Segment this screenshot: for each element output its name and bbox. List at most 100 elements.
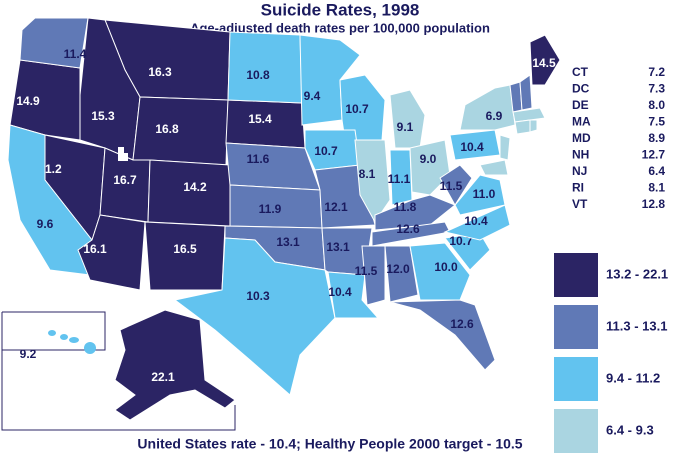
state — [519, 74, 533, 111]
rate-label: 11.5 — [440, 179, 463, 193]
rate-label: 12.6 — [450, 317, 474, 331]
state-abbr: NH — [572, 148, 589, 162]
state — [327, 271, 380, 319]
state-abbr: MD — [572, 131, 591, 145]
state-rate: 8.9 — [648, 131, 665, 145]
state-rate: 8.1 — [648, 181, 665, 195]
state — [439, 164, 473, 206]
state — [114, 309, 236, 421]
rate-label: 16.1 — [83, 242, 107, 256]
rate-label: 9.4 — [304, 89, 321, 103]
state — [19, 17, 89, 69]
title: Suicide Rates, 1998 — [261, 0, 420, 19]
state-rate: 8.0 — [648, 98, 665, 112]
inset-frame — [1, 311, 236, 431]
state-abbr: DE — [572, 98, 589, 112]
state — [512, 107, 546, 123]
state — [529, 34, 561, 86]
rate-label: 10.4 — [328, 285, 352, 299]
legend-swatch — [554, 357, 598, 401]
state-rate: 7.2 — [648, 65, 665, 79]
state — [389, 89, 426, 149]
state — [173, 237, 336, 396]
rate-label: 11.1 — [388, 172, 411, 186]
rate-label: 9.1 — [397, 120, 414, 134]
rate-label: 10.7 — [314, 144, 338, 158]
rate-label: 10.0 — [434, 260, 458, 274]
rate-label: 8.1 — [359, 167, 376, 181]
state — [459, 84, 516, 131]
legend: 13.2 - 22.1 11.3 - 13.1 9.4 - 11.2 6.4 - 9.… — [554, 253, 668, 453]
rate-label: 13.1 — [326, 240, 350, 254]
state — [454, 174, 506, 216]
legend-swatch — [554, 409, 598, 453]
island — [60, 334, 68, 340]
rate-label: 16.7 — [113, 173, 137, 187]
state-abbr: MA — [572, 115, 591, 129]
state-rate: 12.7 — [642, 148, 666, 162]
state — [499, 134, 511, 161]
legend-swatch — [554, 305, 598, 349]
state-rate: 7.5 — [648, 115, 665, 129]
rate-label: 11.6 — [247, 152, 270, 166]
insets — [1, 311, 236, 431]
state — [514, 119, 531, 135]
hawaii-islands — [48, 330, 96, 354]
island — [69, 337, 79, 343]
rate-label: 15.3 — [91, 109, 115, 123]
rate-label: 11.5 — [355, 264, 378, 278]
rate-label: 14.2 — [183, 180, 207, 194]
state — [132, 96, 229, 166]
rate-label: 16.3 — [148, 65, 172, 79]
rate-label: 13.1 — [276, 235, 300, 249]
rate-label: 15.4 — [248, 112, 272, 126]
rate-label: 16.8 — [155, 122, 179, 136]
state — [389, 299, 496, 371]
rate-label: 10.8 — [246, 68, 270, 82]
rate-label: 11.9 — [259, 202, 282, 216]
rate-label: 9.6 — [37, 217, 54, 231]
rate-label: 11.8 — [394, 200, 417, 214]
rate-label: 10.4 — [460, 140, 484, 154]
rate-label: 9.0 — [420, 152, 437, 166]
rate-label: 16.5 — [173, 242, 197, 256]
rate-label: 12.1 — [324, 200, 348, 214]
rate-label: 11.4 — [64, 47, 87, 61]
island — [48, 330, 56, 336]
state-abbr: CT — [572, 65, 589, 79]
state — [354, 139, 391, 223]
state — [409, 139, 451, 196]
rate-label: 11.0 — [473, 187, 496, 201]
rate-label: 6.9 — [486, 109, 503, 123]
island — [84, 342, 96, 354]
state-abbr: DC — [572, 82, 590, 96]
state-rate: 7.3 — [648, 82, 665, 96]
state-abbr: VT — [572, 197, 588, 211]
state — [409, 242, 471, 301]
subtitle: Age-adjusted death rates per 100,000 pop… — [190, 20, 490, 35]
rate-label: 10.3 — [246, 289, 270, 303]
rate-label: 10.7 — [449, 234, 473, 248]
state-rate: 12.8 — [642, 197, 666, 211]
state-abbr: RI — [572, 181, 584, 195]
rate-label: 14.5 — [532, 56, 556, 70]
legend-label: 9.4 - 11.2 — [606, 370, 660, 385]
rate-label: 22.1 — [151, 370, 175, 384]
regions: 16.315.314.911.416.815.410.89.410.79.121… — [7, 17, 561, 421]
rate-label: 10.7 — [345, 102, 369, 116]
rate-label: 12.0 — [386, 262, 410, 276]
rate-label: 14.9 — [16, 94, 40, 108]
small-states-table: CT 7.2 DC 7.3 DE 8.0 MA 7.5 MD 8.9 NH 12.7 NJ 6.4 RI 8.… — [572, 65, 665, 211]
footer: United States rate - 10.4; Healthy Peopl… — [137, 436, 522, 452]
state — [384, 245, 419, 303]
state — [443, 204, 511, 241]
state-abbr: NJ — [572, 164, 587, 178]
legend-label: 11.3 - 13.1 — [606, 318, 667, 333]
state — [479, 159, 509, 176]
legend-label: 13.2 - 22.1 — [606, 266, 668, 281]
state — [361, 245, 386, 306]
legend-swatch — [554, 253, 598, 297]
state — [529, 119, 538, 133]
northeast-small-states — [118, 74, 546, 176]
